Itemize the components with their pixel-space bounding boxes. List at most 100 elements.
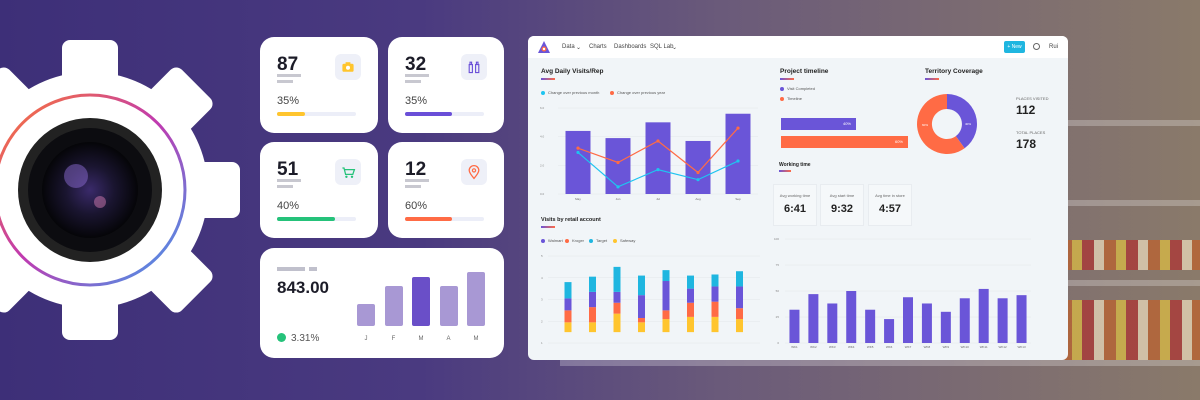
kpi-percent: 35% bbox=[277, 95, 300, 107]
kpi-card: 32 35% bbox=[388, 37, 504, 133]
summary-month-label: F bbox=[391, 336, 396, 342]
working-time-title: Working time bbox=[779, 162, 811, 168]
nav-dashboards[interactable]: Dashboards bbox=[614, 44, 647, 50]
bar bbox=[978, 288, 989, 343]
stacked-segment-target bbox=[638, 275, 645, 296]
x-tick-label: WK12 bbox=[999, 345, 1008, 349]
legend-item: Timeline bbox=[780, 96, 802, 101]
svg-text:40%: 40% bbox=[965, 122, 971, 126]
line-point bbox=[576, 146, 580, 150]
summary-month-label: J bbox=[364, 336, 368, 342]
line-point bbox=[736, 159, 740, 163]
nav-charts[interactable]: Charts bbox=[589, 44, 607, 50]
kpi-progress-bar bbox=[405, 217, 484, 221]
donut-slice-visited bbox=[947, 94, 978, 149]
stacked-segment-safeway bbox=[589, 322, 596, 333]
bar bbox=[959, 298, 970, 343]
gear-camera-logo bbox=[0, 40, 240, 340]
retail-title: Visits by retail account bbox=[541, 217, 601, 223]
x-tick-label: WK4 bbox=[848, 345, 855, 349]
y-tick-label: 1 bbox=[541, 341, 543, 345]
trend-up-icon bbox=[277, 333, 286, 342]
user-name[interactable]: Rui bbox=[1049, 44, 1059, 50]
line-point bbox=[616, 185, 620, 189]
x-tick-label: WK7 bbox=[905, 345, 912, 349]
y-tick-label: 25 bbox=[776, 315, 780, 319]
x-tick-label: WK5 bbox=[867, 345, 874, 349]
stacked-segment-kroger bbox=[589, 307, 596, 323]
svg-text:60%: 60% bbox=[922, 123, 928, 127]
kpi-percent: 35% bbox=[405, 95, 428, 107]
x-tick-label: Sep bbox=[735, 197, 741, 201]
summary-month-label: M bbox=[473, 336, 479, 342]
stacked-segment-walmart bbox=[687, 288, 694, 303]
bar bbox=[605, 138, 631, 194]
stacked-segment-target bbox=[736, 271, 743, 287]
stacked-segment-safeway bbox=[736, 319, 743, 333]
bar bbox=[884, 319, 895, 343]
kpi-value: 51 bbox=[277, 159, 299, 180]
stacked-segment-target bbox=[662, 270, 670, 282]
nav-data[interactable]: Data bbox=[562, 44, 575, 50]
kpi-value: 87 bbox=[277, 54, 299, 75]
stacked-segment-walmart bbox=[564, 298, 572, 311]
line-point bbox=[656, 139, 660, 143]
legend-item: Change over previous year bbox=[610, 90, 665, 95]
y-tick-label: 4.0 bbox=[540, 135, 545, 139]
stacked-segment-target bbox=[613, 266, 621, 292]
y-tick-label: 3 bbox=[541, 298, 543, 302]
y-tick-label: 75 bbox=[776, 263, 780, 267]
summary-card: 843.00 3.31% J F M A M bbox=[260, 248, 504, 358]
bar bbox=[940, 311, 951, 343]
y-tick-label: 4 bbox=[541, 276, 543, 280]
kpi-progress-bar bbox=[405, 112, 484, 116]
line-point bbox=[656, 168, 660, 172]
summary-value: 843.00 bbox=[277, 278, 329, 297]
x-tick-label: WK3 bbox=[829, 345, 836, 349]
summary-bar bbox=[384, 285, 403, 326]
x-tick-label: WK13 bbox=[1017, 345, 1026, 349]
places-visited-label: PLACES VISITED bbox=[1016, 96, 1049, 101]
user-icon[interactable] bbox=[1033, 43, 1040, 50]
app-logo-icon bbox=[538, 41, 550, 53]
summary-bar bbox=[357, 303, 375, 326]
y-tick-label: 0.0 bbox=[540, 192, 545, 196]
line-point bbox=[616, 160, 620, 165]
x-tick-label: WK2 bbox=[810, 345, 817, 349]
x-tick-label: WK1 bbox=[791, 345, 798, 349]
new-button[interactable]: + New bbox=[1004, 41, 1025, 53]
stacked-segment-kroger bbox=[638, 317, 645, 323]
bar bbox=[685, 140, 711, 194]
legend-item: Safeway bbox=[613, 238, 635, 243]
donut-slice-timeline bbox=[917, 94, 965, 154]
y-tick-label: 2.0 bbox=[540, 163, 545, 167]
bar bbox=[808, 294, 819, 343]
stacked-segment-kroger bbox=[564, 310, 572, 323]
summary-month-label: M bbox=[418, 336, 424, 342]
kpi-progress-bar bbox=[277, 112, 356, 116]
stacked-segment-safeway bbox=[564, 322, 572, 333]
nav-sql-lab[interactable]: SQL Lab bbox=[650, 44, 674, 50]
kpi-percent: 40% bbox=[277, 200, 300, 212]
y-tick-label: 6.0 bbox=[540, 106, 545, 110]
timeline-bar: 60% bbox=[781, 136, 908, 148]
territory-title: Territory Coverage bbox=[925, 68, 983, 75]
stacked-segment-kroger bbox=[613, 302, 621, 314]
working-box: Avg start time 9:32 bbox=[820, 184, 864, 226]
x-tick-label: WK9 bbox=[943, 345, 950, 349]
y-tick-label: 5 bbox=[541, 254, 543, 258]
places-visited-value: 112 bbox=[1016, 103, 1036, 117]
stacked-segment-target bbox=[687, 275, 694, 289]
stacked-segment-walmart bbox=[662, 281, 670, 311]
stacked-segment-safeway bbox=[638, 322, 645, 333]
stacked-segment-target bbox=[589, 276, 596, 292]
bar bbox=[725, 113, 751, 194]
top-nav: Data ⌄ Charts Dashboards SQL Lab ⌄ + New R… bbox=[528, 36, 1068, 58]
location-pin-icon bbox=[461, 159, 487, 185]
bar bbox=[921, 303, 932, 343]
chevron-down-icon: ⌄ bbox=[672, 45, 678, 51]
stacked-segment-kroger bbox=[662, 310, 670, 320]
bar bbox=[565, 130, 591, 194]
legend-item: Change over previous month bbox=[541, 90, 599, 95]
